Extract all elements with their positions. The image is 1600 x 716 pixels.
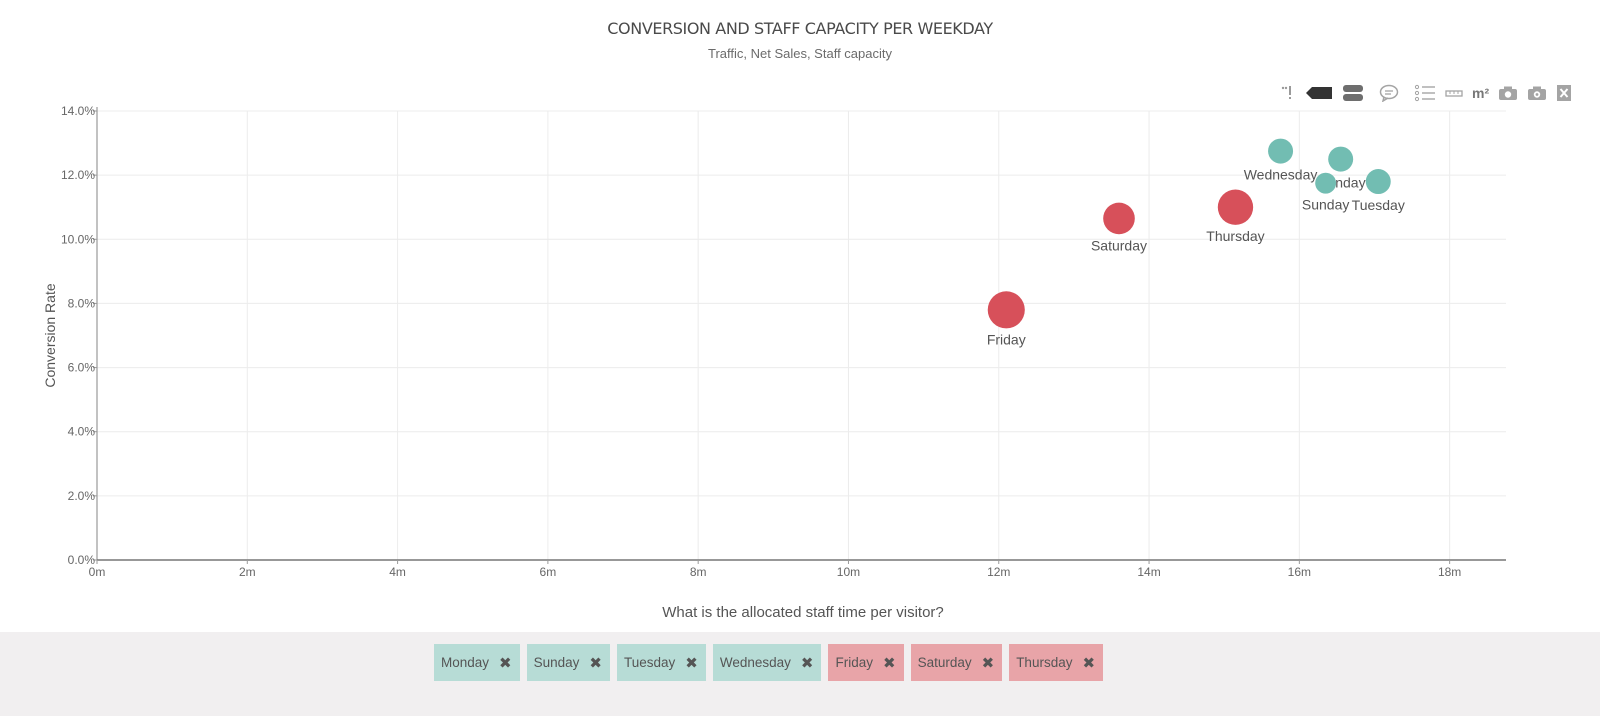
chart-title: CONVERSION AND STAFF CAPACITY PER WEEKDA… bbox=[607, 19, 993, 38]
legend-chip-thursday[interactable]: Thursday ✖ bbox=[1009, 644, 1104, 681]
camera-alt-icon[interactable] bbox=[1527, 85, 1547, 101]
y-tick-label: 10.0% bbox=[61, 232, 95, 246]
legend-chip-monday[interactable]: Monday ✖ bbox=[434, 644, 520, 681]
bubble-label-saturday: Saturday bbox=[1091, 237, 1147, 253]
bubble-label-tuesday: Tuesday bbox=[1352, 197, 1405, 213]
x-tick-label: 16m bbox=[1288, 565, 1311, 579]
bubble-saturday bbox=[1103, 202, 1135, 235]
legend-chip-saturday[interactable]: Saturday ✖ bbox=[910, 644, 1003, 681]
y-tick-label: 0.0% bbox=[68, 553, 96, 567]
chart-subtitle: Traffic, Net Sales, Staff capacity bbox=[707, 46, 892, 61]
m2-icon[interactable]: m² bbox=[1472, 85, 1490, 101]
legend-chip-label: Monday bbox=[441, 655, 490, 670]
x-tick-label: 2m bbox=[239, 565, 256, 579]
x-tick-label: 6m bbox=[540, 565, 557, 579]
legend-chip-tuesday[interactable]: Tuesday ✖ bbox=[616, 644, 706, 681]
pin-icon[interactable] bbox=[1280, 85, 1296, 101]
remove-icon[interactable]: ✖ bbox=[685, 653, 698, 672]
excel-export-icon[interactable] bbox=[1556, 84, 1572, 102]
bubble-friday bbox=[987, 291, 1025, 329]
bubble-sunday bbox=[1315, 172, 1337, 194]
remove-icon[interactable]: ✖ bbox=[1082, 653, 1096, 672]
bubble-thursday bbox=[1217, 189, 1254, 225]
remove-icon[interactable]: ✖ bbox=[882, 653, 896, 672]
legend-chip-label: Wednesday bbox=[719, 655, 791, 670]
y-tick-label: 4.0% bbox=[68, 425, 96, 439]
bubble-label-sunday: Sunday bbox=[1302, 197, 1349, 213]
y-tick-label: 14.0% bbox=[61, 104, 95, 118]
legend-chip-label: Saturday bbox=[917, 655, 972, 670]
bubble-wednesday bbox=[1268, 138, 1294, 164]
legend-chip-wednesday[interactable]: Wednesday ✖ bbox=[712, 644, 822, 681]
y-tick-label: 12.0% bbox=[61, 168, 95, 182]
chart-toolbar: m² bbox=[1280, 82, 1572, 104]
y-axis-title: Conversion Rate bbox=[42, 283, 58, 387]
bubble-monday bbox=[1328, 146, 1354, 172]
y-tick-label: 8.0% bbox=[68, 296, 96, 310]
x-tick-label: 18m bbox=[1438, 565, 1461, 579]
stack-icon[interactable] bbox=[1342, 84, 1364, 102]
legend-chip-label: Friday bbox=[835, 655, 873, 670]
bubble-label-thursday: Thursday bbox=[1206, 228, 1264, 244]
x-tick-label: 10m bbox=[837, 565, 860, 579]
y-tick-label: 2.0% bbox=[68, 489, 96, 503]
x-axis-title: What is the allocated staff time per vis… bbox=[662, 604, 944, 621]
x-tick-label: 12m bbox=[987, 565, 1010, 579]
legend-chip-label: Thursday bbox=[1016, 655, 1073, 670]
legend-chip-label: Sunday bbox=[533, 655, 580, 670]
x-tick-label: 14m bbox=[1137, 565, 1160, 579]
remove-icon[interactable]: ✖ bbox=[589, 653, 602, 672]
x-tick-label: 4m bbox=[389, 565, 406, 579]
legend-chip-label: Tuesday bbox=[623, 655, 676, 670]
scatter-chart: 0.0% 2.0% 4.0% 6.0% 8.0% 10.0% 12.0% 14.0% 0m 2m 4… bbox=[42, 104, 1506, 579]
remove-icon[interactable]: ✖ bbox=[981, 653, 995, 672]
remove-icon[interactable]: ✖ bbox=[499, 653, 512, 672]
y-tick-label: 6.0% bbox=[68, 361, 96, 375]
camera-icon[interactable] bbox=[1498, 85, 1518, 101]
list-icon[interactable] bbox=[1414, 84, 1436, 102]
legend-bar: Monday ✖ Sunday ✖ Tuesday ✖ Wednesday ✖ Friday ✖ S… bbox=[0, 632, 1600, 716]
ruler-icon[interactable] bbox=[1445, 86, 1463, 100]
x-tick-label: 0m bbox=[89, 565, 106, 579]
remove-icon[interactable]: ✖ bbox=[800, 653, 814, 672]
legend-chip-friday[interactable]: Friday ✖ bbox=[828, 644, 904, 681]
legend-chip-sunday[interactable]: Sunday ✖ bbox=[526, 644, 610, 681]
x-tick-label: 8m bbox=[690, 565, 707, 579]
tag-icon[interactable] bbox=[1305, 85, 1333, 101]
bubble-label-wednesday: Wednesday bbox=[1244, 167, 1318, 183]
bubble-label-friday: Friday bbox=[987, 331, 1026, 347]
legend-chips: Monday ✖ Sunday ✖ Tuesday ✖ Wednesday ✖ Friday ✖ S… bbox=[434, 644, 1104, 681]
bubble-tuesday bbox=[1365, 169, 1391, 195]
comment-icon[interactable] bbox=[1379, 84, 1399, 102]
